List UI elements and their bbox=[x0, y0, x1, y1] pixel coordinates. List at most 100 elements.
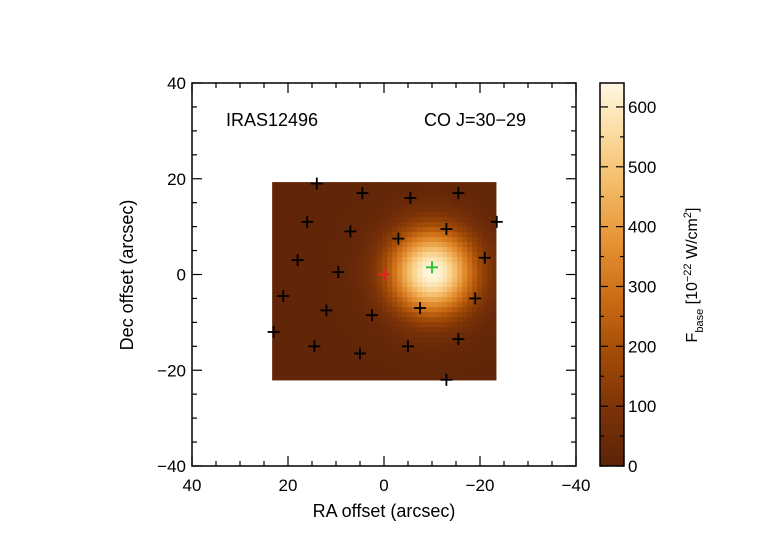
heatmap-cell bbox=[402, 247, 408, 253]
heatmap-cell bbox=[422, 217, 428, 223]
heatmap-cell bbox=[392, 197, 398, 203]
colorbar-tick-label: 400 bbox=[628, 218, 656, 237]
heatmap-cell bbox=[277, 322, 283, 328]
spaxel-marker bbox=[452, 187, 465, 200]
heatmap-cell bbox=[272, 277, 278, 283]
heatmap-cell bbox=[487, 252, 493, 258]
heatmap-cell bbox=[312, 212, 318, 218]
heatmap-cell bbox=[327, 267, 333, 273]
colorbar-label-exp1: −22 bbox=[682, 263, 694, 282]
heatmap-cell bbox=[302, 247, 308, 253]
heatmap-cell bbox=[482, 187, 488, 193]
heatmap-cell bbox=[477, 337, 483, 343]
heatmap-cell bbox=[477, 292, 483, 298]
heatmap-cell bbox=[322, 317, 328, 323]
heatmap-cell bbox=[307, 252, 313, 258]
heatmap-cell bbox=[407, 297, 413, 303]
heatmap-cell bbox=[467, 357, 473, 363]
heatmap-cell bbox=[462, 192, 468, 198]
heatmap-cell bbox=[292, 297, 298, 303]
heatmap-cell bbox=[472, 337, 478, 343]
heatmap-cell bbox=[352, 297, 358, 303]
heatmap-cell bbox=[347, 217, 353, 223]
heatmap-cell bbox=[492, 257, 497, 263]
heatmap-cell bbox=[397, 362, 403, 368]
heatmap-cell bbox=[287, 237, 293, 243]
heatmap-cell bbox=[482, 222, 488, 228]
heatmap-cell bbox=[437, 257, 443, 263]
heatmap-cell bbox=[302, 312, 308, 318]
heatmap-cell bbox=[427, 377, 433, 381]
heatmap-cell bbox=[327, 367, 333, 373]
heatmap-cell bbox=[307, 357, 313, 363]
heatmap-cell bbox=[327, 357, 333, 363]
heatmap-cell bbox=[387, 262, 393, 268]
heatmap-cell bbox=[467, 212, 473, 218]
heatmap-cell bbox=[467, 292, 473, 298]
heatmap-cell bbox=[472, 372, 478, 378]
heatmap-cell bbox=[337, 347, 343, 353]
heatmap-cell bbox=[477, 347, 483, 353]
spaxel-marker bbox=[344, 225, 357, 238]
heatmap-cell bbox=[432, 347, 438, 353]
heatmap-cell bbox=[382, 192, 388, 198]
heatmap-cell bbox=[282, 302, 288, 308]
heatmap-cell bbox=[457, 232, 463, 238]
heatmap-cell bbox=[377, 277, 383, 283]
heatmap-cell bbox=[357, 337, 363, 343]
heatmap-cell bbox=[332, 182, 338, 188]
heatmap-cell bbox=[302, 232, 308, 238]
heatmap-cell bbox=[487, 187, 493, 193]
heatmap-cell bbox=[317, 242, 323, 248]
heatmap-cell bbox=[482, 302, 488, 308]
heatmap-cell bbox=[382, 347, 388, 353]
heatmap-cell bbox=[322, 277, 328, 283]
y-tick-label: −40 bbox=[157, 457, 186, 476]
heatmap-cell bbox=[272, 192, 278, 198]
heatmap-cell bbox=[492, 332, 497, 338]
heatmap-cell bbox=[482, 217, 488, 223]
heatmap-cell bbox=[322, 332, 328, 338]
heatmap-cell bbox=[462, 322, 468, 328]
heatmap-cell bbox=[472, 257, 478, 263]
heatmap-cell bbox=[452, 332, 458, 338]
heatmap-cell bbox=[432, 362, 438, 368]
heatmap-cell bbox=[392, 252, 398, 258]
heatmap-cell bbox=[467, 222, 473, 228]
heatmap-cell bbox=[422, 367, 428, 373]
heatmap-cell bbox=[362, 322, 368, 328]
heatmap-cell bbox=[282, 202, 288, 208]
heatmap-cell bbox=[412, 327, 418, 333]
heatmap-cell bbox=[282, 237, 288, 243]
heatmap-cell bbox=[362, 232, 368, 238]
heatmap-cell bbox=[292, 207, 298, 213]
heatmap-cell bbox=[402, 362, 408, 368]
heatmap-cell bbox=[467, 377, 473, 381]
heatmap-cell bbox=[457, 302, 463, 308]
heatmap-cell bbox=[312, 297, 318, 303]
heatmap-cell bbox=[282, 342, 288, 348]
heatmap-cell bbox=[372, 367, 378, 373]
heatmap-cell bbox=[372, 222, 378, 228]
heatmap-cell bbox=[427, 337, 433, 343]
heatmap-cell bbox=[462, 262, 468, 268]
heatmap-cell bbox=[377, 302, 383, 308]
heatmap-cell bbox=[487, 262, 493, 268]
heatmap-cell bbox=[297, 227, 303, 233]
heatmap-cell bbox=[472, 202, 478, 208]
heatmap-cell bbox=[312, 252, 318, 258]
heatmap-cell bbox=[352, 282, 358, 288]
heatmap-cell bbox=[332, 362, 338, 368]
heatmap-cell bbox=[287, 287, 293, 293]
heatmap-cell bbox=[477, 247, 483, 253]
heatmap-cell bbox=[397, 332, 403, 338]
heatmap-cell bbox=[447, 262, 453, 268]
heatmap-cell bbox=[407, 257, 413, 263]
heatmap-cell bbox=[467, 217, 473, 223]
heatmap-cell bbox=[377, 317, 383, 323]
heatmap-cell bbox=[367, 202, 373, 208]
heatmap-cell bbox=[292, 242, 298, 248]
heatmap-cell bbox=[407, 357, 413, 363]
y-tick-label: −20 bbox=[157, 361, 186, 380]
heatmap-cell bbox=[427, 362, 433, 368]
